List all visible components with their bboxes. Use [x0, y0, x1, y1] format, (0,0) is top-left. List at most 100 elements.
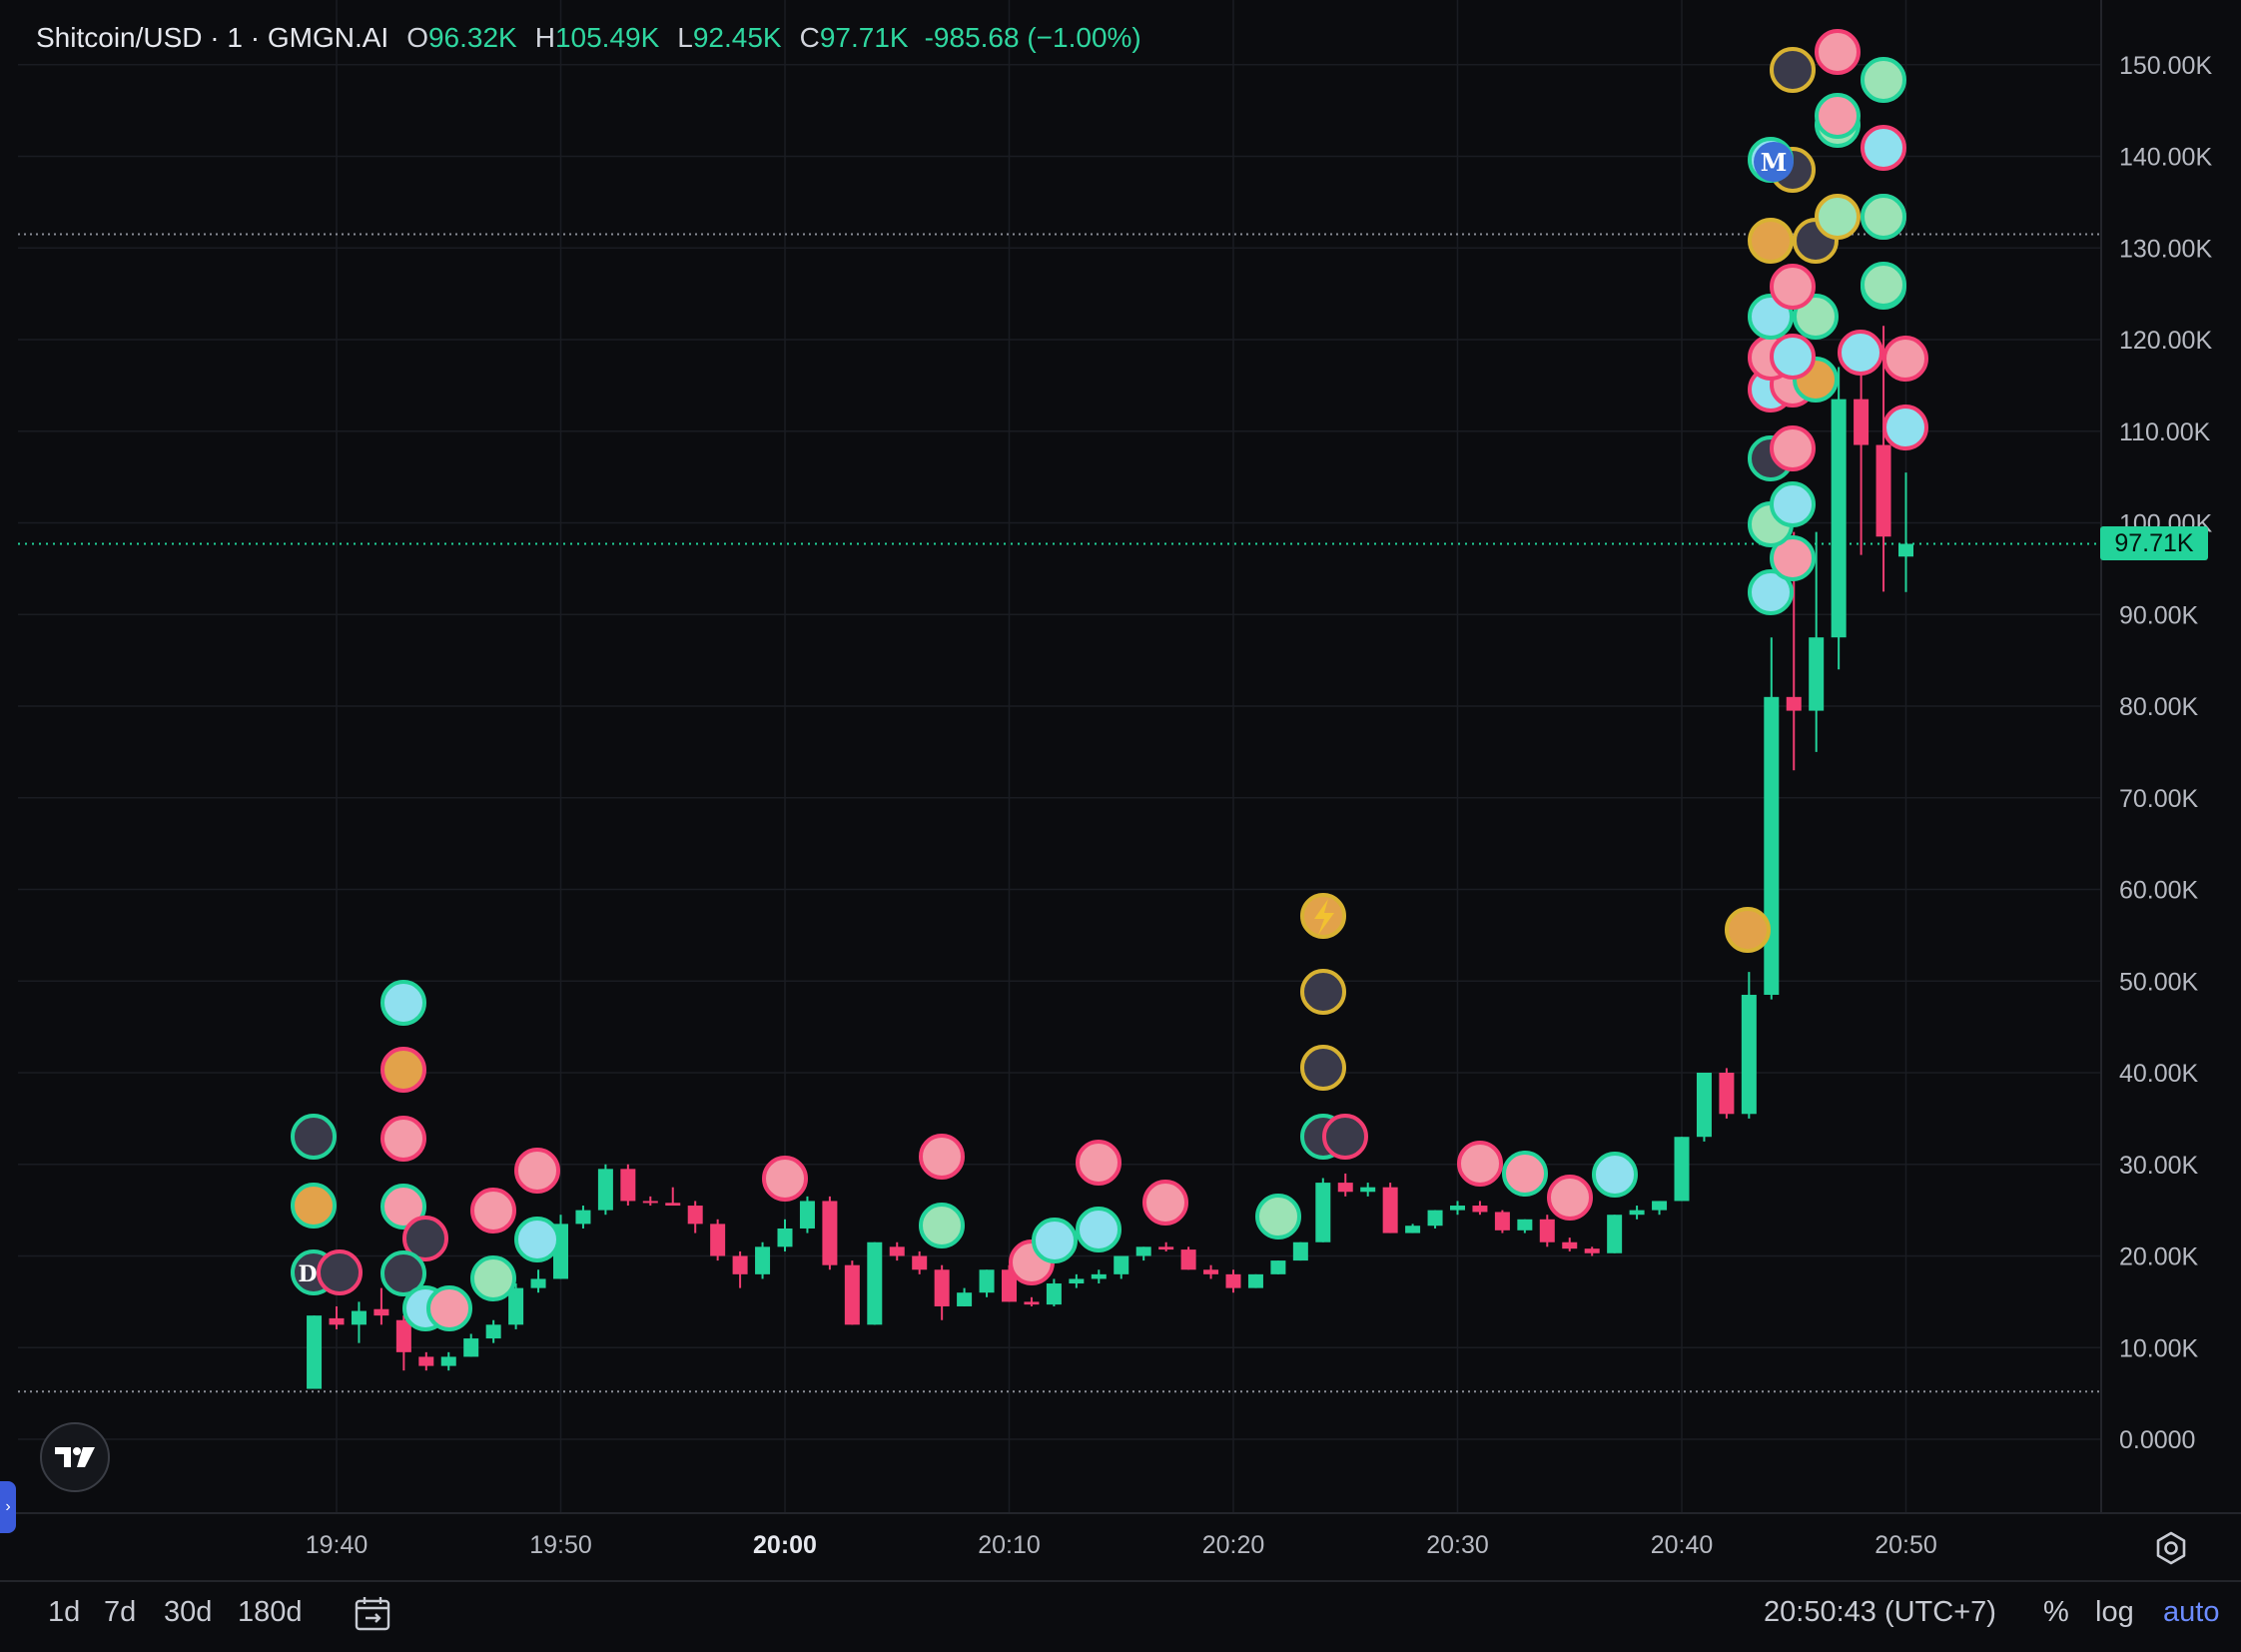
- time-axis-label: 20:00: [753, 1531, 817, 1559]
- auto-scale-toggle[interactable]: auto: [2163, 1596, 2220, 1628]
- candle-body: [1450, 1206, 1465, 1211]
- trader-avatar[interactable]: [426, 1285, 472, 1331]
- candle: [1180, 1246, 1196, 1270]
- candle-body: [1270, 1260, 1286, 1274]
- trader-avatar[interactable]: [470, 1188, 516, 1234]
- price-axis-label: 30.00K: [2119, 1152, 2199, 1180]
- trader-avatar[interactable]: [1770, 47, 1816, 93]
- trader-avatar[interactable]: [1725, 907, 1771, 953]
- candle-body: [1002, 1269, 1017, 1302]
- candle: [597, 1164, 613, 1216]
- trader-avatar[interactable]: [1300, 1045, 1346, 1091]
- range-180d-button[interactable]: 180d: [238, 1596, 303, 1628]
- trader-avatar[interactable]: [1815, 29, 1861, 75]
- candle-body: [508, 1287, 524, 1325]
- trader-avatar[interactable]: [1882, 336, 1928, 382]
- trader-avatar[interactable]: [1748, 569, 1794, 615]
- trader-avatar[interactable]: [291, 1114, 337, 1160]
- trader-avatar[interactable]: [1770, 264, 1816, 310]
- trader-avatar[interactable]: [1592, 1152, 1638, 1198]
- price-axis-label: 110.00K: [2119, 418, 2211, 446]
- price-axis-label: 120.00K: [2119, 327, 2212, 355]
- chart-clock[interactable]: 20:50:43 (UTC+7): [1764, 1596, 1996, 1628]
- time-axis[interactable]: 19:40 19:50 20:00 20:10 20:20 20:30 20:40 20:50: [306, 1531, 1937, 1559]
- trader-avatar[interactable]: [1502, 1151, 1548, 1197]
- candle-body: [1203, 1269, 1219, 1274]
- trader-avatar[interactable]: [1770, 481, 1816, 527]
- price-axis-label: 70.00K: [2119, 785, 2199, 813]
- log-scale-toggle[interactable]: log: [2095, 1596, 2134, 1628]
- trader-avatar[interactable]: [762, 1156, 808, 1202]
- candle-body: [351, 1310, 367, 1325]
- trader-avatar[interactable]: [1032, 1218, 1078, 1263]
- trader-avatar[interactable]: [1861, 125, 1906, 171]
- candle-body: [979, 1269, 995, 1293]
- trader-avatar-badge[interactable]: [1754, 142, 1794, 182]
- trader-avatar[interactable]: [291, 1183, 337, 1229]
- trader-avatar[interactable]: [1770, 425, 1816, 471]
- trader-avatar[interactable]: [470, 1255, 516, 1301]
- trader-avatar[interactable]: [1882, 405, 1928, 450]
- trader-avatar[interactable]: [1838, 330, 1883, 376]
- trader-avatar[interactable]: [1770, 334, 1816, 380]
- range-1d-button[interactable]: 1d: [48, 1596, 81, 1628]
- trader-avatar[interactable]: [380, 1184, 426, 1230]
- candle-body: [1584, 1248, 1600, 1253]
- trader-avatar[interactable]: [380, 1116, 426, 1162]
- trader-avatar[interactable]: [1142, 1180, 1188, 1226]
- trader-avatar[interactable]: [514, 1148, 560, 1194]
- percent-scale-toggle[interactable]: %: [2043, 1596, 2069, 1628]
- trader-avatar[interactable]: [1300, 969, 1346, 1015]
- trader-avatar[interactable]: [1815, 93, 1861, 139]
- trader-avatar[interactable]: [1322, 1114, 1368, 1160]
- candle-body: [1427, 1210, 1443, 1227]
- settings-gear-icon[interactable]: [2153, 1530, 2189, 1566]
- trader-avatar[interactable]: [380, 1047, 426, 1093]
- candle: [440, 1351, 456, 1371]
- candle: [1517, 1219, 1533, 1234]
- trader-avatar[interactable]: [919, 1203, 965, 1248]
- reference-lines: [18, 233, 2101, 1393]
- trader-avatar[interactable]: [1770, 535, 1816, 581]
- candle-body: [307, 1315, 323, 1389]
- trader-avatar[interactable]: [402, 1216, 448, 1261]
- trader-avatar[interactable]: [1861, 262, 1906, 308]
- tradingview-logo-icon[interactable]: [40, 1422, 110, 1492]
- range-7d-button[interactable]: 7d: [104, 1596, 137, 1628]
- candlestick-chart[interactable]: MD 150.00K140.00K130.00K120.00K110.00K10…: [0, 0, 2241, 1580]
- trader-avatar[interactable]: [1748, 218, 1794, 264]
- candle-body: [440, 1356, 456, 1366]
- symbol-label[interactable]: Shitcoin/USD · 1 · GMGN.AI: [36, 22, 389, 53]
- trader-avatar[interactable]: [919, 1134, 965, 1180]
- trader-avatar[interactable]: [380, 1250, 426, 1296]
- time-axis-label: 20:50: [1874, 1531, 1937, 1559]
- trader-avatar[interactable]: [1255, 1194, 1301, 1239]
- candle-body: [329, 1317, 345, 1325]
- trader-avatar[interactable]: [1793, 294, 1839, 340]
- trader-avatar[interactable]: [1547, 1175, 1593, 1221]
- trader-avatar[interactable]: [1861, 57, 1906, 103]
- range-30d-button[interactable]: 30d: [164, 1596, 213, 1628]
- candle-body: [1292, 1241, 1308, 1261]
- expand-panel-tab[interactable]: ›: [0, 1481, 16, 1533]
- trader-avatar[interactable]: [1076, 1140, 1121, 1186]
- price-axis[interactable]: 150.00K140.00K130.00K120.00K110.00K100.0…: [2119, 52, 2212, 1454]
- candle: [1494, 1210, 1510, 1234]
- candle: [1764, 637, 1780, 1000]
- trader-avatar[interactable]: [1861, 194, 1906, 240]
- calendar-goto-icon[interactable]: [354, 1594, 393, 1634]
- trader-avatar[interactable]: [317, 1249, 363, 1295]
- trader-avatar[interactable]: [1076, 1207, 1121, 1252]
- candle-body: [485, 1324, 501, 1339]
- trader-avatar[interactable]: [514, 1217, 560, 1262]
- candle: [1629, 1206, 1645, 1220]
- candle: [1270, 1260, 1286, 1274]
- trader-avatar[interactable]: [1457, 1141, 1503, 1187]
- trader-avatar[interactable]: [1815, 194, 1861, 240]
- candle-body: [1135, 1246, 1151, 1256]
- candle: [912, 1250, 928, 1274]
- candle-body: [463, 1338, 479, 1357]
- candle-body: [1158, 1246, 1174, 1250]
- candle-body: [1337, 1183, 1353, 1193]
- trader-avatar[interactable]: [380, 980, 426, 1026]
